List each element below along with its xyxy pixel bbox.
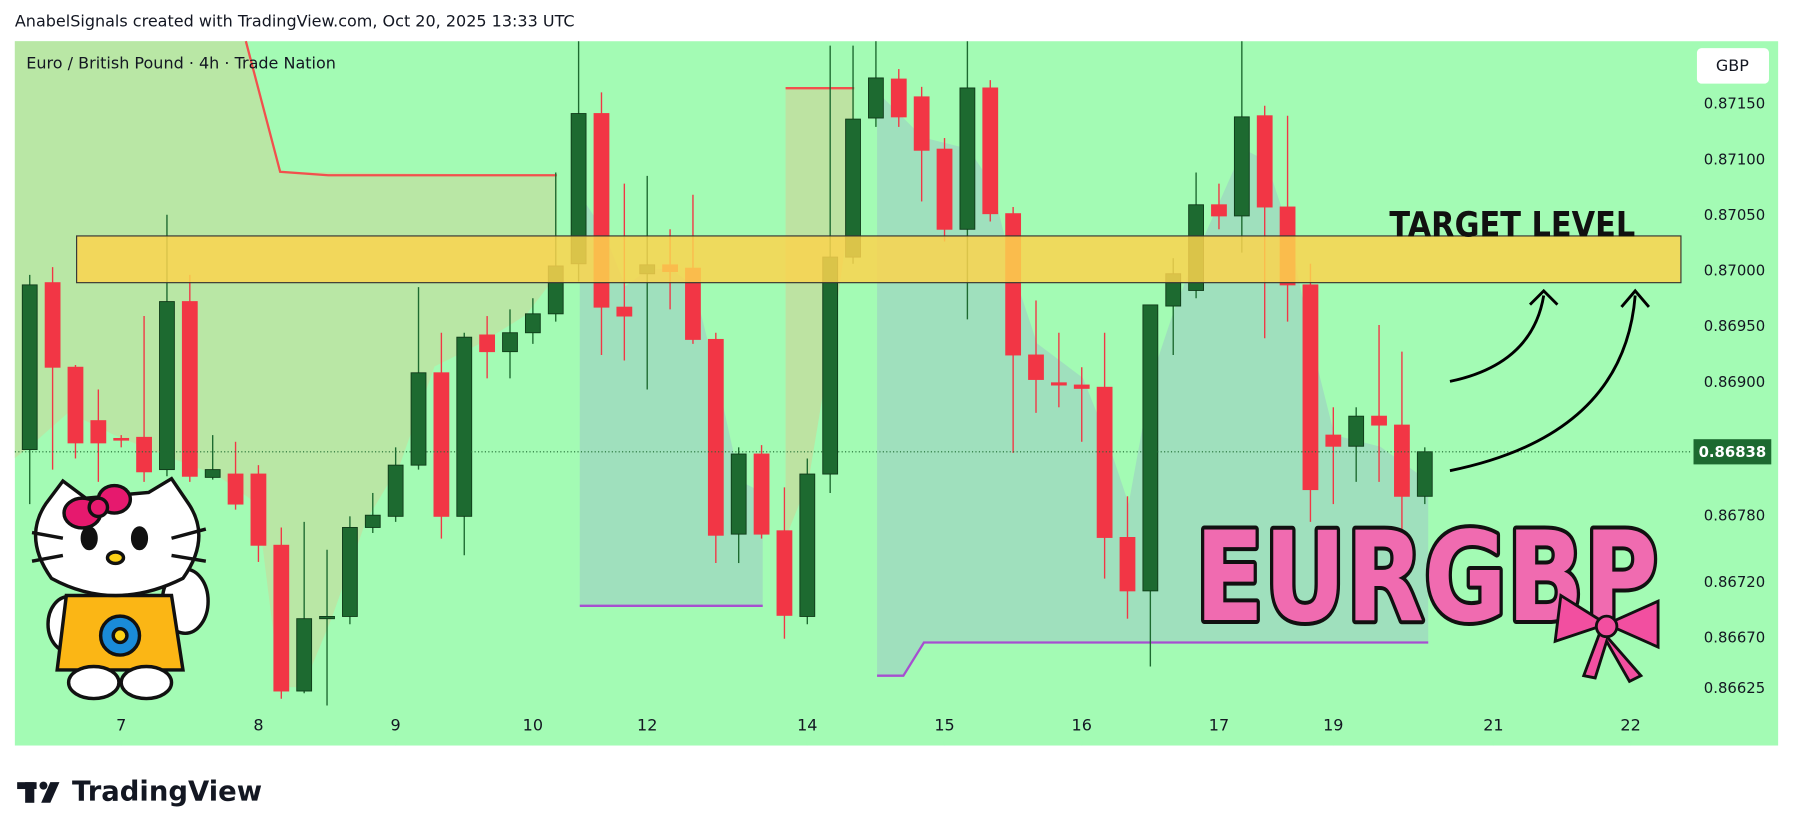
x-tick-label: 15 [934,716,954,735]
candle-body [936,148,953,230]
last-price-label: 0.86838 [1699,443,1767,461]
x-tick-label: 22 [1620,716,1640,735]
candle-body [1119,537,1136,592]
arrow [1449,295,1546,383]
x-tick-label: 14 [797,716,817,735]
indicator-line [877,641,1429,677]
candle-body [982,87,999,215]
logo-mark [17,781,60,803]
y-tick-label: 0.86780 [1704,506,1765,524]
candle-body [159,301,175,471]
sticker-bow [1553,593,1660,684]
candle-body [456,336,473,517]
candle-body [67,366,84,444]
target-label: TARGET LEVEL [1389,205,1635,245]
x-tick-label: 9 [391,716,401,735]
y-tick-label: 0.87000 [1704,262,1765,280]
candle-body [227,473,244,505]
candle-body [319,616,335,620]
candle-body [776,530,793,616]
candle-body [1302,284,1319,491]
candle-body [410,372,427,466]
candle-body [364,514,381,528]
candle-body [387,464,404,517]
candle-body [1325,434,1342,447]
x-tick-label: 21 [1483,716,1503,735]
candle-body [204,469,221,478]
y-tick-label: 0.86950 [1704,317,1765,335]
candle-body [1371,415,1387,426]
arrow-head [1620,288,1651,308]
x-tick-label: 12 [637,716,657,735]
x-tick-label: 16 [1072,716,1092,735]
candle-body [90,420,107,444]
candle-body [959,87,976,230]
y-tick-label: 0.86720 [1704,573,1765,591]
candle-body [890,78,907,118]
candle-body [730,453,747,535]
candle-body [1394,424,1410,497]
candle-body [250,473,267,546]
chart-title: Euro / British Pound · 4h · Trade Nation [26,54,336,73]
candle-body [1233,116,1250,217]
candle-body [181,301,198,477]
candle-body [113,437,130,441]
candle-body [502,332,518,353]
candle-body [1211,204,1227,217]
indicator-line [244,40,557,177]
candle-body [433,372,450,517]
candle-body [479,334,496,353]
arrow [1449,295,1637,473]
footer-logo: TradingView [72,776,262,807]
candle-body [136,436,152,473]
candle-body [296,618,313,692]
x-tick-label: 19 [1323,716,1343,735]
y-tick-label: 0.86900 [1704,373,1765,391]
candle-body [1073,384,1090,389]
target-zone [76,235,1682,284]
candle-body [1142,304,1159,592]
shaded-area [14,41,557,688]
y-tick-label: 0.86625 [1704,679,1765,697]
candle-body [1256,115,1273,208]
candle-body [1096,386,1113,538]
candle-body [616,306,633,317]
candle-body [1050,382,1067,386]
candle-body [707,338,724,536]
y-tick-label: 0.87050 [1704,206,1765,224]
candle-body [1028,354,1044,380]
candle-body [21,284,38,451]
candle-body [1005,213,1022,356]
x-tick-label: 10 [523,716,543,735]
arrow-head [1528,288,1559,306]
y-tick-label: 0.86670 [1704,629,1765,647]
candle-body [342,526,358,617]
candle-body [273,544,290,692]
candle-body [913,96,930,151]
candle-body [868,77,884,119]
candle-body [753,453,770,535]
x-tick-label: 8 [253,716,263,735]
candle-body [524,313,541,334]
candle-body [44,282,61,368]
shaded-area [785,88,855,539]
currency: GBP [1716,56,1749,75]
y-tick-label: 0.87150 [1704,95,1765,113]
candle-body [1348,415,1365,447]
currency-box [1696,48,1769,84]
candle-body [799,473,816,617]
x-tick-label: 17 [1209,716,1229,735]
header-text: AnabelSignals created with TradingView.c… [15,11,575,30]
x-tick-label: 7 [116,716,126,735]
sticker-kitty [31,476,210,701]
candle-body [1416,451,1433,497]
last-price-box [1693,439,1772,465]
candle-body [822,256,839,475]
y-tick-label: 0.87100 [1704,150,1765,168]
